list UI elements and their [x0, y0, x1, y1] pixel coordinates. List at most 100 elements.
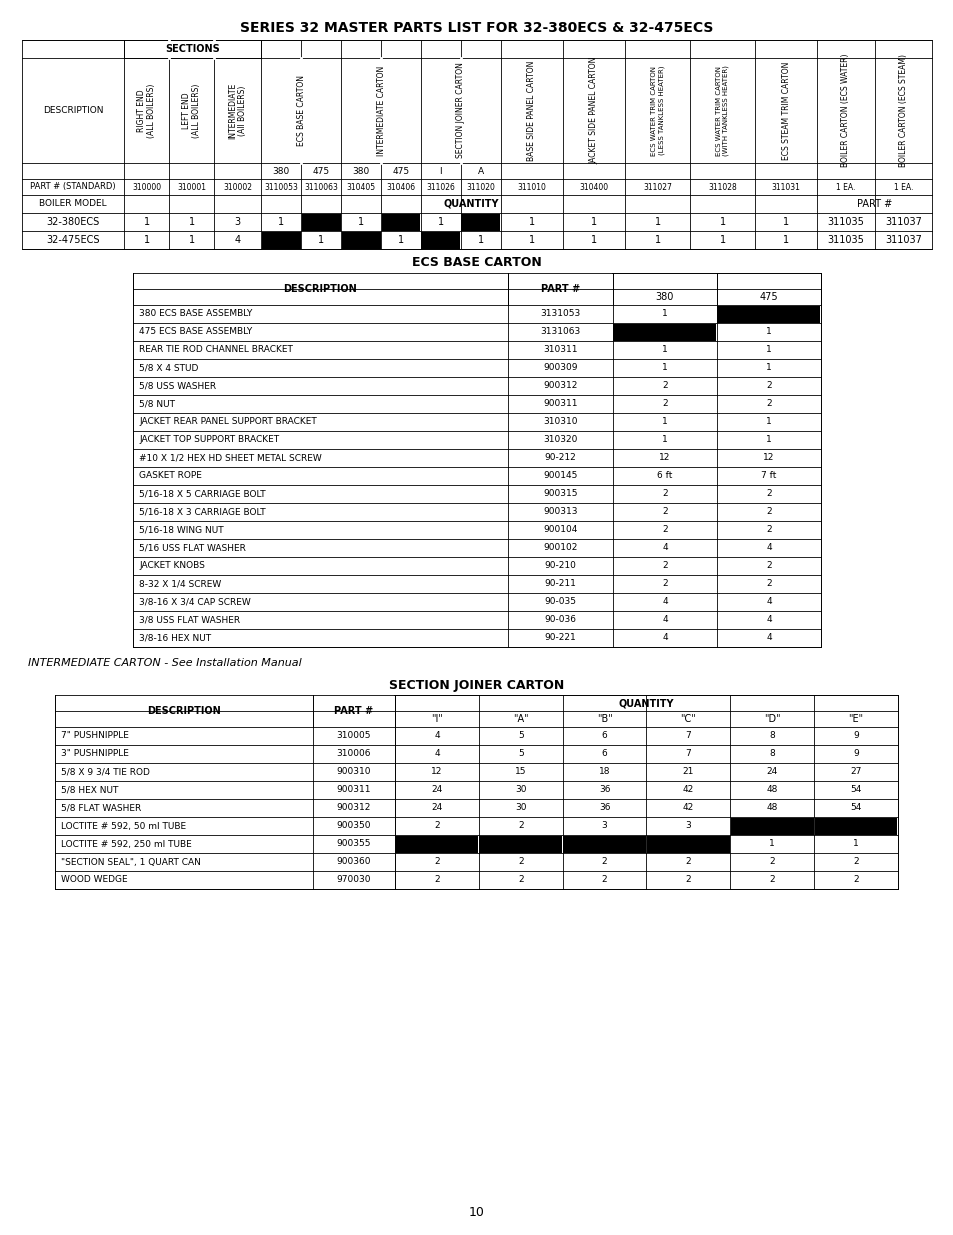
Text: 475: 475 [759, 291, 778, 303]
Text: 90-210: 90-210 [544, 562, 576, 571]
Text: 5/8 HEX NUT: 5/8 HEX NUT [61, 785, 118, 794]
Text: 1: 1 [528, 217, 535, 227]
Text: 6 ft: 6 ft [657, 472, 672, 480]
Text: BOILER MODEL: BOILER MODEL [39, 200, 107, 209]
Text: PART #: PART # [540, 284, 579, 294]
Text: 2: 2 [661, 399, 667, 409]
Text: ECS WATER TRIM CARTON
(LESS TANKLESS HEATER): ECS WATER TRIM CARTON (LESS TANKLESS HEA… [650, 65, 664, 156]
Text: 2: 2 [685, 876, 691, 884]
Text: 900355: 900355 [336, 840, 371, 848]
Bar [478, 836, 561, 852]
Text: 1: 1 [477, 235, 483, 245]
Text: 1: 1 [765, 363, 771, 373]
Bar [421, 231, 459, 248]
Text: 2: 2 [517, 857, 523, 867]
Text: 1: 1 [765, 327, 771, 336]
Text: 311027: 311027 [642, 183, 672, 191]
Text: 310005: 310005 [336, 731, 371, 741]
Text: BASE SIDE PANEL CARTON: BASE SIDE PANEL CARTON [527, 61, 536, 161]
Text: 2: 2 [661, 508, 667, 516]
Text: 1: 1 [397, 235, 404, 245]
Bar [132, 273, 821, 647]
Text: 3/8 USS FLAT WASHER: 3/8 USS FLAT WASHER [139, 615, 240, 625]
Text: INTERMEDIATE CARTON: INTERMEDIATE CARTON [376, 65, 385, 156]
Text: ECS STEAM TRIM CARTON: ECS STEAM TRIM CARTON [781, 62, 790, 159]
Text: 310405: 310405 [346, 183, 375, 191]
Text: 900315: 900315 [542, 489, 578, 499]
Text: BOILER CARTON (ECS WATER): BOILER CARTON (ECS WATER) [841, 54, 849, 167]
Text: 54: 54 [849, 804, 861, 813]
Text: 1: 1 [278, 217, 284, 227]
Text: PART # (STANDARD): PART # (STANDARD) [30, 183, 116, 191]
Text: 90-035: 90-035 [544, 598, 576, 606]
Text: 2: 2 [765, 562, 771, 571]
Bar [646, 836, 729, 852]
Text: 90-211: 90-211 [544, 579, 576, 589]
Text: 2: 2 [765, 399, 771, 409]
Text: PART #: PART # [335, 706, 374, 716]
Text: 2: 2 [765, 526, 771, 535]
Text: 310310: 310310 [542, 417, 578, 426]
Text: 1: 1 [591, 217, 597, 227]
Text: 90-036: 90-036 [544, 615, 576, 625]
Text: 1: 1 [144, 235, 150, 245]
Text: 900102: 900102 [543, 543, 578, 552]
Text: 90-212: 90-212 [544, 453, 576, 462]
Text: 2: 2 [685, 857, 691, 867]
Text: 310400: 310400 [579, 183, 608, 191]
Text: WOOD WEDGE: WOOD WEDGE [61, 876, 128, 884]
Text: 900360: 900360 [336, 857, 371, 867]
Text: BOILER CARTON (ECS STEAM): BOILER CARTON (ECS STEAM) [898, 54, 907, 167]
Text: "I": "I" [431, 714, 442, 724]
Text: PART #: PART # [856, 199, 891, 209]
Text: 310320: 310320 [543, 436, 578, 445]
Text: 2: 2 [517, 876, 523, 884]
Text: 380: 380 [352, 167, 370, 175]
Bar [613, 324, 716, 341]
Text: 5/16-18 WING NUT: 5/16-18 WING NUT [139, 526, 223, 535]
Text: "C": "C" [679, 714, 696, 724]
Text: JACKET SIDE PANEL CARTON: JACKET SIDE PANEL CARTON [589, 57, 598, 164]
Text: 311031: 311031 [771, 183, 800, 191]
Text: 1: 1 [719, 235, 725, 245]
Text: 311035: 311035 [826, 235, 863, 245]
Text: QUANTITY: QUANTITY [618, 698, 674, 708]
Text: 7" PUSHNIPPLE: 7" PUSHNIPPLE [61, 731, 129, 741]
Text: 1: 1 [768, 840, 774, 848]
Text: 2: 2 [769, 857, 774, 867]
Text: "A": "A" [513, 714, 528, 724]
Text: 1: 1 [591, 235, 597, 245]
Text: 1: 1 [661, 363, 667, 373]
Text: 1: 1 [654, 217, 660, 227]
Text: 6: 6 [601, 731, 607, 741]
Text: 1: 1 [852, 840, 858, 848]
Text: 2: 2 [601, 876, 607, 884]
Text: 2: 2 [765, 508, 771, 516]
Text: 1: 1 [765, 346, 771, 354]
Bar [341, 231, 380, 248]
Text: 9: 9 [852, 750, 858, 758]
Text: 900312: 900312 [336, 804, 371, 813]
Text: 7 ft: 7 ft [760, 472, 776, 480]
Text: QUANTITY: QUANTITY [442, 199, 498, 209]
Text: 1: 1 [661, 310, 667, 319]
Text: 900310: 900310 [336, 767, 371, 777]
Text: 4: 4 [661, 543, 667, 552]
Text: 311020: 311020 [466, 183, 495, 191]
Text: 4: 4 [661, 615, 667, 625]
Bar [461, 214, 499, 231]
Text: 32-475ECS: 32-475ECS [47, 235, 100, 245]
Text: 4: 4 [765, 634, 771, 642]
Text: 310000: 310000 [132, 183, 161, 191]
Bar [133, 273, 612, 289]
Text: 380: 380 [655, 291, 674, 303]
Text: JACKET KNOBS: JACKET KNOBS [139, 562, 205, 571]
Text: 1: 1 [765, 417, 771, 426]
Text: 7: 7 [685, 750, 691, 758]
Text: 24: 24 [431, 785, 442, 794]
Text: 3/8-16 HEX NUT: 3/8-16 HEX NUT [139, 634, 211, 642]
Text: 311026: 311026 [426, 183, 455, 191]
Text: 2: 2 [434, 876, 439, 884]
Text: 4: 4 [661, 634, 667, 642]
Text: 3" PUSHNIPPLE: 3" PUSHNIPPLE [61, 750, 129, 758]
